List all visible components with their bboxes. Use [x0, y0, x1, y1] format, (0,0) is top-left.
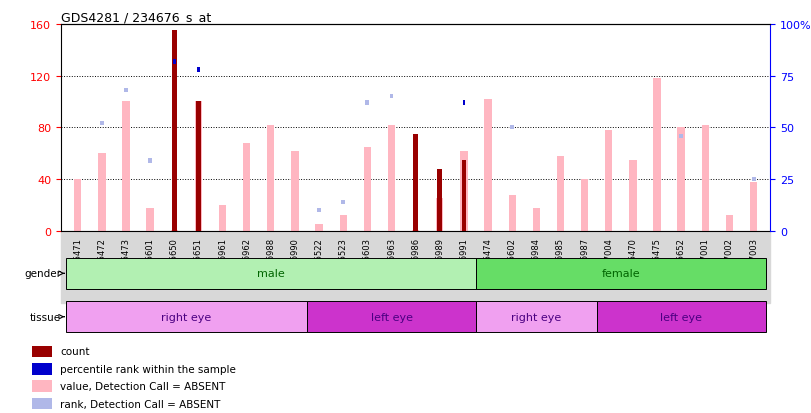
Bar	[291, 151, 298, 231]
Bar	[170, 230, 178, 231]
Text: right eye: right eye	[161, 312, 212, 322]
Bar	[32, 363, 52, 375]
Bar	[702, 126, 709, 231]
Text: percentile rank within the sample: percentile rank within the sample	[60, 364, 236, 374]
Text: value, Detection Call = ABSENT: value, Detection Call = ABSENT	[60, 381, 225, 391]
Bar	[366, 101, 369, 105]
Bar	[340, 216, 347, 231]
Text: tissue: tissue	[30, 312, 62, 322]
Bar	[414, 135, 418, 231]
Text: female: female	[602, 268, 640, 279]
Bar	[597, 301, 766, 332]
Bar	[508, 195, 516, 231]
Bar	[605, 131, 612, 231]
Bar	[122, 102, 130, 231]
Bar	[66, 258, 476, 289]
Bar	[147, 208, 154, 231]
Bar	[412, 230, 419, 231]
Text: left eye: left eye	[660, 312, 702, 322]
Bar	[148, 159, 152, 163]
Bar	[476, 301, 597, 332]
Bar	[679, 134, 683, 138]
Bar	[363, 147, 371, 231]
Text: male: male	[257, 268, 285, 279]
Bar	[66, 301, 307, 332]
Bar	[98, 154, 105, 231]
Bar	[267, 126, 274, 231]
Bar	[533, 208, 540, 231]
Bar	[195, 102, 202, 231]
Bar	[389, 95, 393, 99]
Bar	[629, 160, 637, 231]
Bar	[752, 178, 756, 182]
Bar	[219, 206, 226, 231]
Bar	[388, 126, 395, 231]
Bar	[307, 301, 476, 332]
Bar	[476, 258, 766, 289]
Text: right eye: right eye	[511, 312, 561, 322]
Text: gender: gender	[24, 268, 62, 279]
Bar	[677, 128, 684, 231]
Bar	[462, 101, 466, 106]
Bar	[726, 216, 733, 231]
Bar	[243, 144, 251, 231]
Bar	[484, 100, 491, 231]
Bar	[32, 346, 52, 357]
Bar	[74, 180, 81, 231]
Bar	[510, 126, 514, 130]
Text: left eye: left eye	[371, 312, 413, 322]
Bar	[461, 160, 466, 231]
Text: rank, Detection Call = ABSENT: rank, Detection Call = ABSENT	[60, 399, 221, 408]
Bar	[196, 102, 201, 231]
Bar	[317, 209, 321, 213]
Bar	[750, 182, 757, 231]
Text: GDS4281 / 234676_s_at: GDS4281 / 234676_s_at	[61, 11, 211, 24]
Bar	[173, 59, 176, 64]
Bar	[197, 68, 200, 73]
Bar	[654, 79, 661, 231]
Bar	[437, 169, 442, 231]
Bar	[341, 200, 345, 204]
Bar	[461, 151, 468, 231]
Bar	[100, 122, 104, 126]
Bar	[557, 157, 564, 231]
Bar	[315, 225, 323, 231]
Bar	[172, 31, 177, 231]
Bar	[124, 89, 128, 93]
Bar	[581, 180, 588, 231]
Bar	[32, 398, 52, 409]
Bar	[61, 231, 770, 304]
Bar	[436, 199, 444, 231]
Bar	[32, 380, 52, 392]
Text: count: count	[60, 347, 89, 356]
